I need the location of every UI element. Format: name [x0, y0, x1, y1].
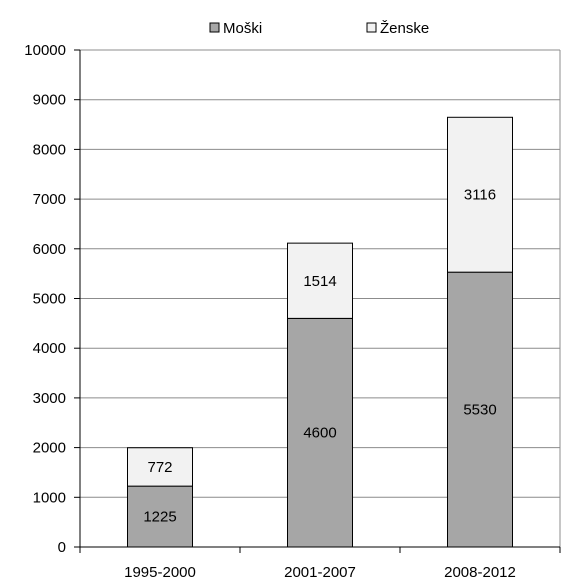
data-label: 5530	[463, 402, 496, 419]
bar-moski-0	[127, 485, 193, 548]
y-tick-label: 0	[58, 539, 66, 556]
data-label: 1225	[143, 509, 176, 526]
y-tick-label: 5000	[33, 291, 66, 308]
data-label: 1514	[303, 273, 336, 290]
y-tick-label: 9000	[33, 92, 66, 109]
y-tick-label: 10000	[24, 42, 66, 59]
x-tick-label: 2001-2007	[284, 564, 356, 581]
legend-label-moski: Moški	[223, 20, 262, 37]
data-label: 772	[147, 459, 172, 476]
bar-zenske-0	[127, 447, 193, 487]
data-label: 3116	[464, 187, 496, 204]
y-tick-label: 7000	[33, 191, 66, 208]
bar-zenske-1	[287, 242, 353, 319]
y-tick-label: 1000	[33, 489, 66, 506]
data-label: 4600	[303, 425, 336, 442]
x-tick-label: 1995-2000	[124, 564, 196, 581]
x-tick-label: 2008-2012	[444, 564, 516, 581]
bar-moski-1	[287, 317, 353, 548]
bars	[127, 116, 513, 548]
y-tick-label: 8000	[33, 141, 66, 158]
axes	[74, 49, 561, 553]
y-tick-label: 4000	[33, 340, 66, 357]
legend-swatch-zenske	[366, 22, 377, 33]
legend-swatch-moski	[209, 22, 220, 33]
y-tick-label: 2000	[33, 440, 66, 457]
bar-zenske-2	[447, 116, 513, 273]
legend: Moški Ženske	[209, 20, 429, 37]
y-tick-label: 6000	[33, 241, 66, 258]
bar-moski-2	[447, 271, 513, 548]
labels: 0 1000 2000 3000 4000 5000 6000 7000 8000 9000 100…	[24, 42, 516, 581]
legend-label-zenske: Ženske	[380, 20, 429, 37]
y-tick-label: 3000	[33, 390, 66, 407]
